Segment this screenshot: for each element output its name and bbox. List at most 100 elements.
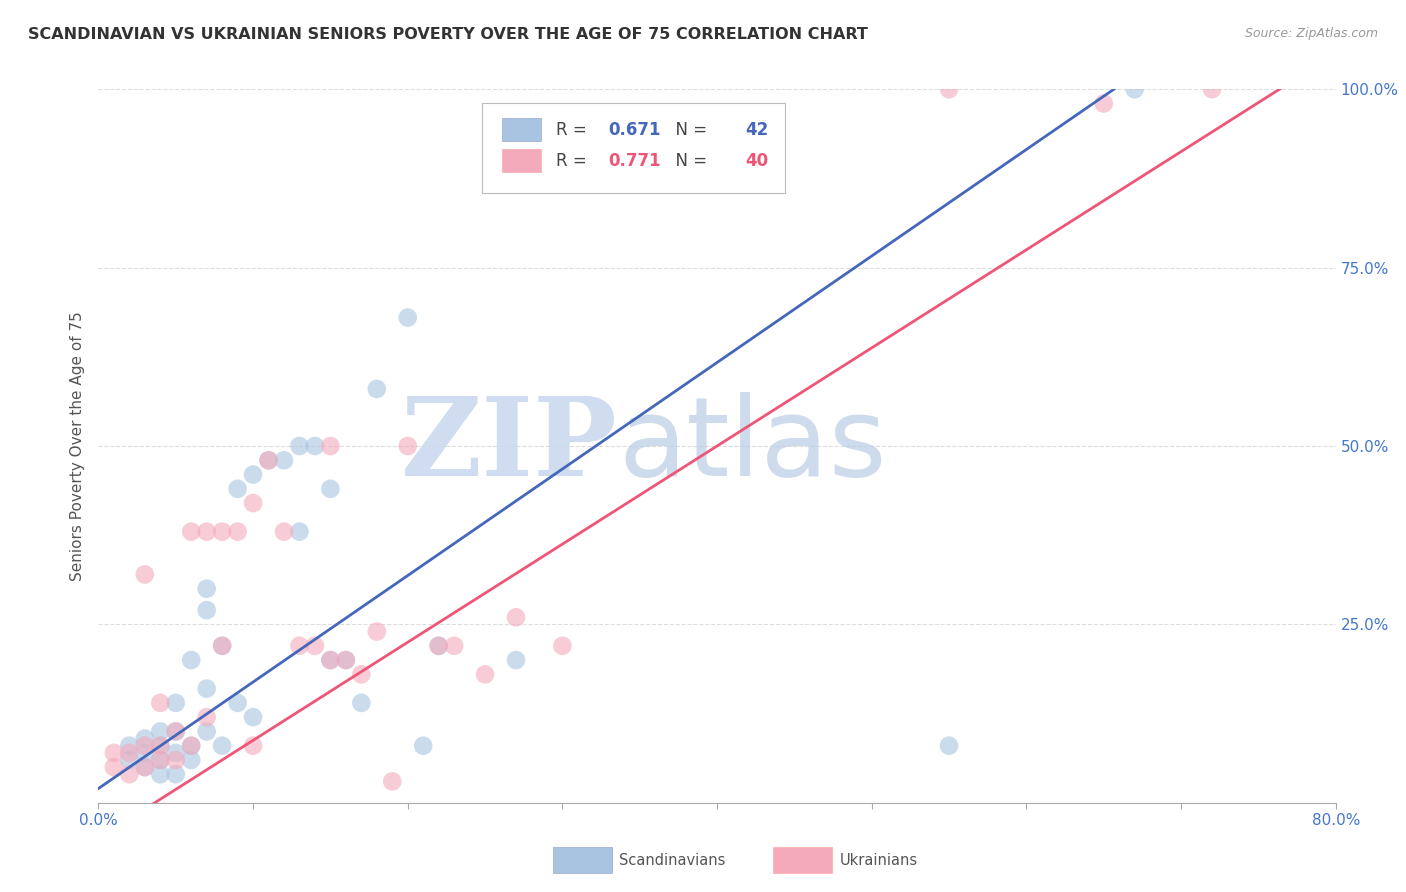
Point [505,610,527,624]
Point [180,653,202,667]
Point [195,710,218,724]
Text: SCANDINAVIAN VS UKRAINIAN SENIORS POVERTY OVER THE AGE OF 75 CORRELATION CHART: SCANDINAVIAN VS UKRAINIAN SENIORS POVERT… [28,27,868,42]
Point [195,603,218,617]
Point [118,739,141,753]
Point [134,760,156,774]
Point [165,767,187,781]
Point [427,639,450,653]
FancyBboxPatch shape [502,149,541,172]
Point [195,681,218,696]
Point [242,496,264,510]
Point [257,453,280,467]
Point [134,731,156,746]
Point [288,639,311,653]
Text: Ukrainians: Ukrainians [839,854,918,868]
Text: atlas: atlas [619,392,887,500]
Point [149,739,172,753]
Point [381,774,404,789]
Point [396,439,419,453]
Point [396,310,419,325]
Point [134,760,156,774]
Point [149,753,172,767]
Point [195,582,218,596]
Point [335,653,357,667]
Text: 0.771: 0.771 [609,152,661,169]
Point [165,696,187,710]
Point [134,746,156,760]
Point [211,739,233,753]
Text: R =: R = [557,121,592,139]
Point [1201,82,1223,96]
Point [304,639,326,653]
Point [366,382,388,396]
Text: ZIP: ZIP [401,392,619,500]
Point [242,710,264,724]
Point [149,767,172,781]
Point [242,467,264,482]
Point [180,739,202,753]
Point [1092,96,1115,111]
Point [134,567,156,582]
Text: N =: N = [665,121,713,139]
Point [211,639,233,653]
Point [165,753,187,767]
Point [226,696,249,710]
Text: 42: 42 [745,121,769,139]
Point [118,746,141,760]
Point [366,624,388,639]
Point [427,639,450,653]
Point [505,653,527,667]
Point [350,667,373,681]
Point [149,753,172,767]
Point [195,524,218,539]
Point [118,753,141,767]
Point [211,524,233,539]
Point [134,739,156,753]
Point [242,739,264,753]
Point [273,524,295,539]
Point [474,667,496,681]
Point [226,524,249,539]
Y-axis label: Seniors Poverty Over the Age of 75: Seniors Poverty Over the Age of 75 [70,311,86,581]
Point [335,653,357,667]
Point [165,724,187,739]
Point [180,524,202,539]
Point [118,767,141,781]
Point [319,482,342,496]
Point [1123,82,1146,96]
Point [103,746,125,760]
Point [938,739,960,753]
Text: 0.671: 0.671 [609,121,661,139]
Point [288,439,311,453]
Point [165,724,187,739]
Text: R =: R = [557,152,592,169]
Text: Scandinavians: Scandinavians [619,854,725,868]
Point [195,724,218,739]
Point [180,739,202,753]
Text: N =: N = [665,152,713,169]
Point [226,482,249,496]
Point [412,739,434,753]
Point [319,653,342,667]
Point [319,439,342,453]
Point [257,453,280,467]
Text: Source: ZipAtlas.com: Source: ZipAtlas.com [1244,27,1378,40]
Point [443,639,465,653]
Point [165,746,187,760]
FancyBboxPatch shape [482,103,785,193]
Point [180,753,202,767]
Point [149,696,172,710]
Text: 40: 40 [745,152,769,169]
Point [319,653,342,667]
Point [551,639,574,653]
Point [211,639,233,653]
Point [288,524,311,539]
Point [273,453,295,467]
Point [304,439,326,453]
Point [149,739,172,753]
Point [103,760,125,774]
Point [938,82,960,96]
Point [149,724,172,739]
Point [350,696,373,710]
FancyBboxPatch shape [502,119,541,141]
